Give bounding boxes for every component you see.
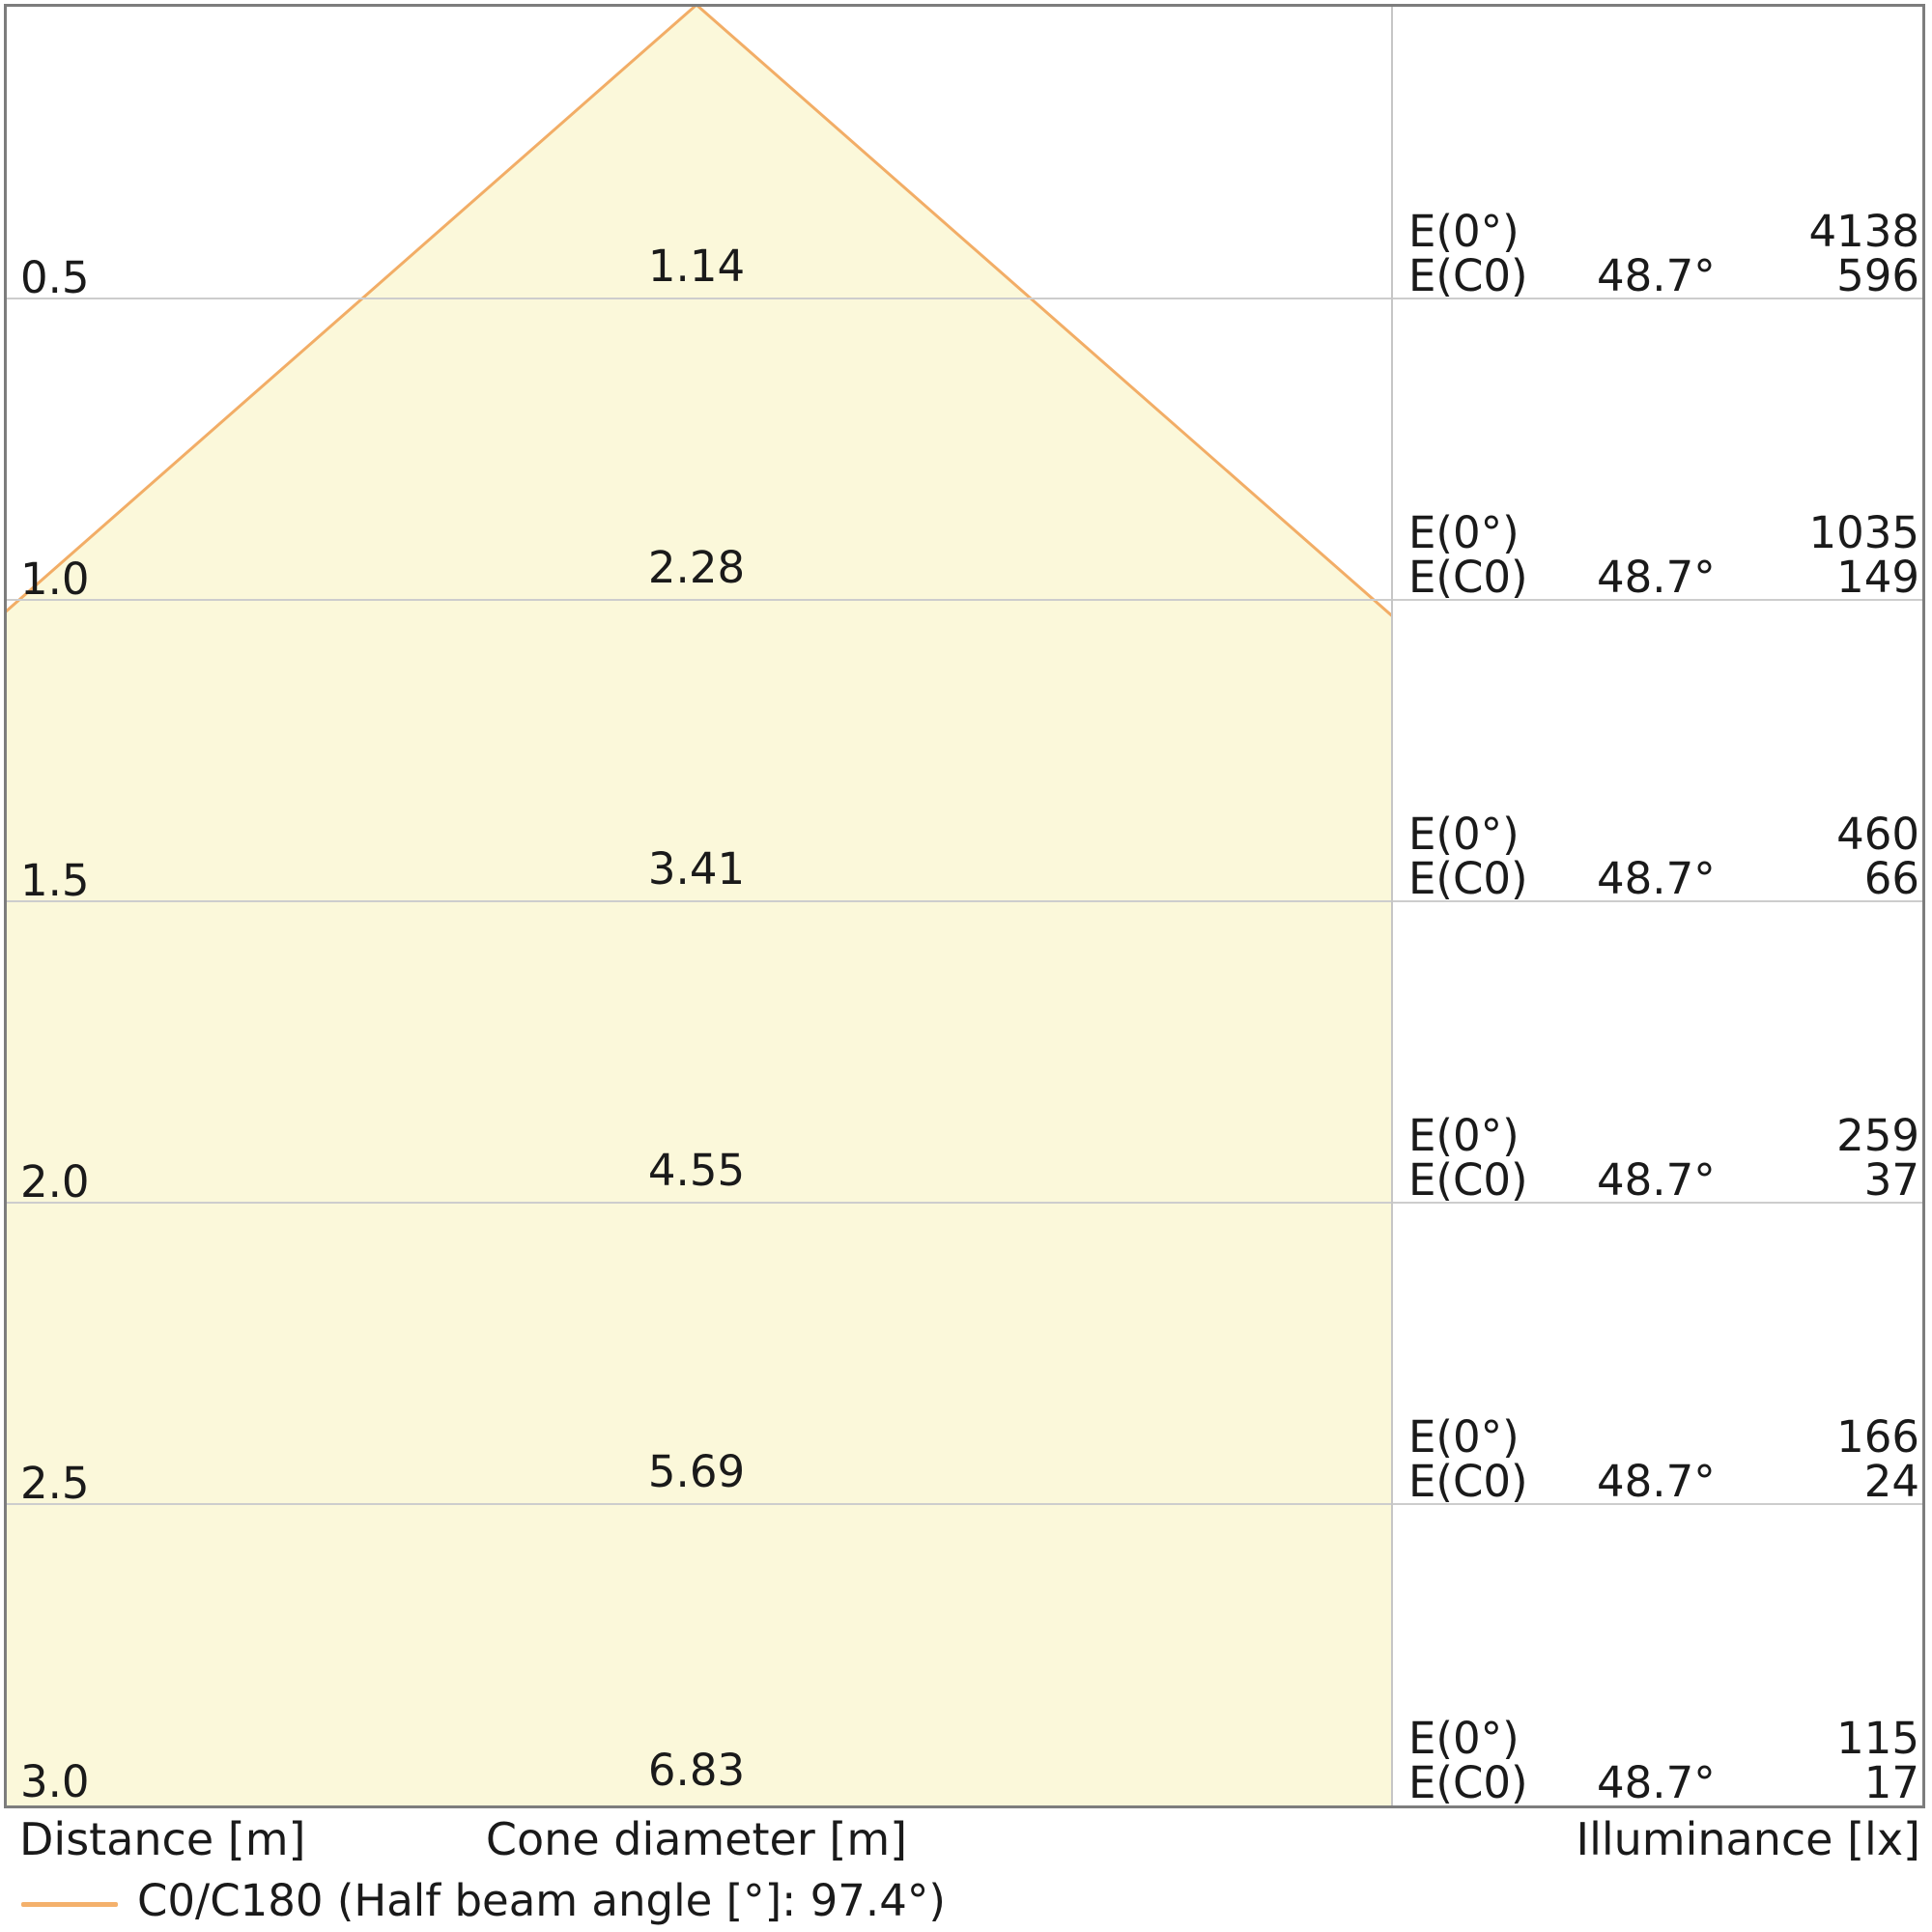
ec0-line: E(C0) 48.7° 66 bbox=[1408, 857, 1919, 901]
e0-angle bbox=[1597, 511, 1713, 555]
e0-label: E(0°) bbox=[1408, 1713, 1520, 1764]
x-axis-label-cone-diameter: Cone diameter [m] bbox=[485, 1813, 908, 1865]
e0-line: E(0°) 4138 bbox=[1408, 210, 1919, 254]
cone-diameter-value: 6.83 bbox=[647, 1745, 746, 1796]
ec0-line: E(C0) 48.7° 596 bbox=[1408, 254, 1919, 298]
distance-value: 2.5 bbox=[20, 1458, 90, 1509]
e0-line: E(0°) 1035 bbox=[1408, 511, 1919, 555]
distance-value: 0.5 bbox=[20, 252, 90, 303]
e0-label: E(0°) bbox=[1408, 206, 1520, 257]
ec0-angle: 48.7° bbox=[1597, 250, 1716, 301]
illuminance-block: E(0°) 115 E(C0) 48.7° 17 bbox=[1408, 1717, 1919, 1805]
ec0-label: E(C0) bbox=[1408, 250, 1528, 301]
ec0-label: E(C0) bbox=[1408, 552, 1528, 603]
x-axis-label-illuminance: Illuminance [lx] bbox=[1576, 1813, 1920, 1865]
e0-line: E(0°) 259 bbox=[1408, 1114, 1919, 1158]
legend-line-swatch bbox=[21, 1902, 118, 1907]
chart-area: 0.5 1.0 1.5 2.0 2.5 3.0 1.14 2.28 3.41 4… bbox=[4, 4, 1925, 1808]
e0-label: E(0°) bbox=[1408, 1411, 1520, 1463]
ec0-label: E(C0) bbox=[1408, 1456, 1528, 1507]
illuminance-block: E(0°) 1035 E(C0) 48.7° 149 bbox=[1408, 511, 1919, 600]
ec0-label: E(C0) bbox=[1408, 853, 1528, 904]
e0-angle bbox=[1597, 812, 1713, 857]
ec0-value: 596 bbox=[1836, 250, 1919, 301]
e0-line: E(0°) 166 bbox=[1408, 1415, 1919, 1460]
e0-line: E(0°) 115 bbox=[1408, 1717, 1919, 1761]
ec0-line: E(C0) 48.7° 24 bbox=[1408, 1460, 1919, 1504]
e0-value: 259 bbox=[1836, 1110, 1919, 1161]
illuminance-block: E(0°) 460 E(C0) 48.7° 66 bbox=[1408, 812, 1919, 901]
x-axis-label-distance: Distance [m] bbox=[19, 1813, 306, 1865]
e0-angle bbox=[1597, 1717, 1713, 1761]
e0-angle bbox=[1597, 1114, 1713, 1158]
cone-diameter-value: 2.28 bbox=[647, 542, 746, 593]
gridline-0.5m bbox=[7, 298, 1922, 299]
panel-divider bbox=[1391, 7, 1393, 1805]
e0-value: 166 bbox=[1836, 1411, 1919, 1463]
distance-value: 1.0 bbox=[20, 554, 90, 605]
ec0-angle: 48.7° bbox=[1597, 1456, 1716, 1507]
gridline-1.0m bbox=[7, 599, 1922, 601]
ec0-value: 17 bbox=[1863, 1757, 1919, 1808]
ec0-value: 24 bbox=[1863, 1456, 1919, 1507]
illuminance-block: E(0°) 259 E(C0) 48.7° 37 bbox=[1408, 1114, 1919, 1203]
e0-value: 4138 bbox=[1808, 206, 1919, 257]
ec0-line: E(C0) 48.7° 149 bbox=[1408, 555, 1919, 600]
gridline-2.5m bbox=[7, 1503, 1922, 1505]
cone-diameter-value: 3.41 bbox=[647, 843, 746, 895]
e0-angle bbox=[1597, 1415, 1713, 1460]
distance-value: 3.0 bbox=[20, 1756, 90, 1807]
e0-value: 1035 bbox=[1808, 507, 1919, 558]
ec0-angle: 48.7° bbox=[1597, 552, 1716, 603]
ec0-line: E(C0) 48.7° 17 bbox=[1408, 1761, 1919, 1805]
e0-value: 115 bbox=[1836, 1713, 1919, 1764]
gridline-1.5m bbox=[7, 900, 1922, 902]
ec0-angle: 48.7° bbox=[1597, 853, 1716, 904]
illuminance-block: E(0°) 4138 E(C0) 48.7° 596 bbox=[1408, 210, 1919, 298]
distance-value: 1.5 bbox=[20, 855, 90, 906]
e0-label: E(0°) bbox=[1408, 809, 1520, 860]
ec0-angle: 48.7° bbox=[1597, 1757, 1716, 1808]
ec0-angle: 48.7° bbox=[1597, 1154, 1716, 1206]
e0-label: E(0°) bbox=[1408, 507, 1520, 558]
e0-angle bbox=[1597, 210, 1713, 254]
legend-label: C0/C180 (Half beam angle [°]: 97.4°) bbox=[137, 1875, 946, 1926]
ec0-value: 66 bbox=[1863, 853, 1919, 904]
ec0-value: 37 bbox=[1863, 1154, 1919, 1206]
cone-polygon bbox=[7, 7, 1392, 1805]
cone-diameter-value: 1.14 bbox=[647, 241, 746, 292]
illuminance-block: E(0°) 166 E(C0) 48.7° 24 bbox=[1408, 1415, 1919, 1504]
e0-line: E(0°) 460 bbox=[1408, 812, 1919, 857]
cone-diameter-value: 4.55 bbox=[647, 1145, 746, 1196]
gridline-2.0m bbox=[7, 1202, 1922, 1204]
e0-label: E(0°) bbox=[1408, 1110, 1520, 1161]
ec0-label: E(C0) bbox=[1408, 1757, 1528, 1808]
ec0-value: 149 bbox=[1836, 552, 1919, 603]
ec0-line: E(C0) 48.7° 37 bbox=[1408, 1158, 1919, 1203]
distance-value: 2.0 bbox=[20, 1156, 90, 1208]
light-cone bbox=[7, 7, 1392, 1805]
e0-value: 460 bbox=[1836, 809, 1919, 860]
cone-diameter-value: 5.69 bbox=[647, 1446, 746, 1497]
ec0-label: E(C0) bbox=[1408, 1154, 1528, 1206]
